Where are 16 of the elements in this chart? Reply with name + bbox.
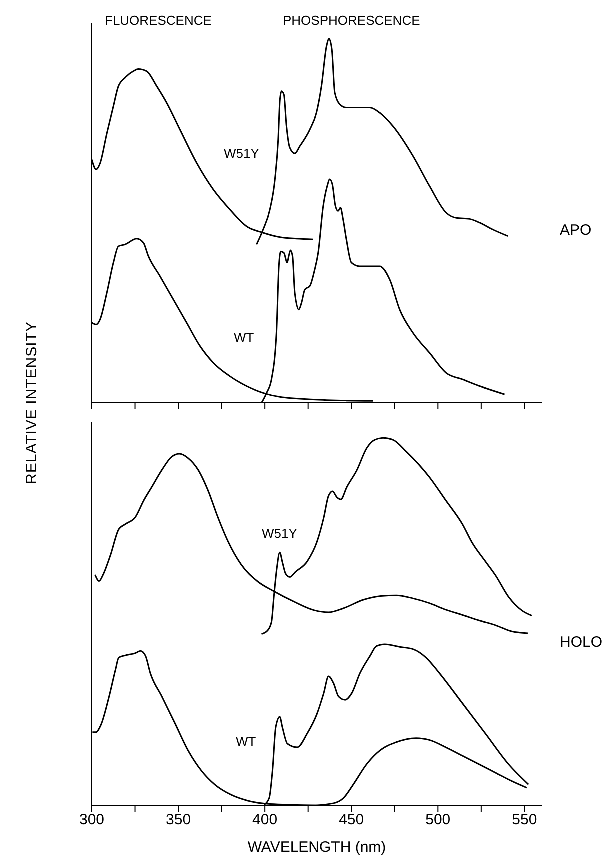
x-tick-label: 550 — [512, 812, 538, 829]
text: HOLO — [560, 634, 603, 651]
annotation: WT — [236, 734, 256, 749]
text: PHOSPHORESCENCE — [283, 13, 420, 28]
x-tick-label: 350 — [166, 812, 192, 829]
text: APO — [560, 222, 592, 239]
x-tick-label: 450 — [339, 812, 364, 829]
text: FLUORESCENCE — [105, 13, 212, 28]
annotation: WT — [234, 330, 254, 345]
annotation: W51Y — [224, 146, 260, 161]
y-axis-title: RELATIVE INTENSITY — [24, 322, 40, 484]
x-tick-label: 500 — [426, 812, 451, 829]
x-tick-label: 300 — [79, 812, 105, 829]
x-axis-title: WAVELENGTH (nm) — [246, 838, 388, 858]
annotation: W51Y — [262, 526, 298, 541]
x-tick-label: 400 — [252, 812, 278, 829]
